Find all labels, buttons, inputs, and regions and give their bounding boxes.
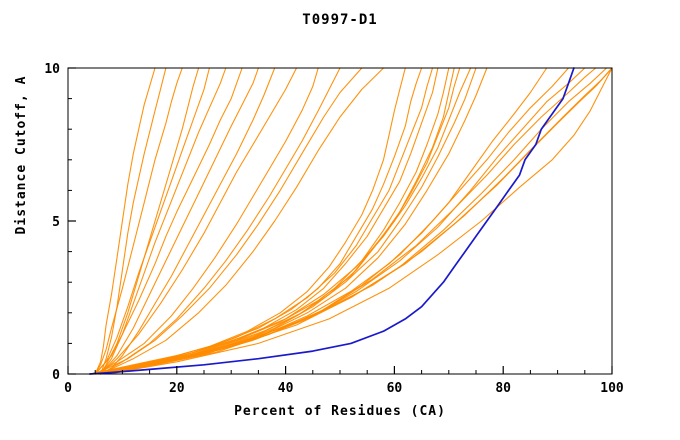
y-tick-label: 10 — [44, 62, 60, 77]
x-tick-label: 60 — [387, 381, 403, 396]
model-curve — [100, 67, 227, 375]
chart-title: T0997-D1 — [302, 12, 378, 28]
x-tick-label: 40 — [278, 381, 294, 396]
model-curve — [100, 67, 570, 375]
model-curve — [94, 67, 183, 375]
model-curve — [110, 67, 613, 375]
model-curve — [89, 67, 423, 375]
model-curve — [100, 67, 613, 375]
x-tick-label: 20 — [169, 381, 185, 396]
model-curve — [100, 67, 385, 375]
plot-border — [67, 67, 613, 375]
x-axis-label: Percent of Residues (CA) — [234, 404, 446, 419]
y-tick-label: 0 — [52, 368, 60, 383]
model-curve — [100, 67, 597, 375]
model-curve — [100, 67, 167, 375]
y-axis-label: Distance Cutoff, A — [14, 75, 29, 235]
model-curve — [105, 67, 613, 375]
model-curve — [100, 67, 298, 375]
model-curve — [105, 67, 608, 375]
model-curve — [94, 67, 156, 375]
model-curve — [94, 67, 243, 375]
model-curve — [100, 67, 259, 375]
y-tick-label: 5 — [52, 215, 60, 230]
model-curve — [100, 67, 200, 375]
model-curve — [94, 67, 210, 375]
x-tick-label: 80 — [495, 381, 511, 396]
x-tick-label: 100 — [600, 381, 624, 396]
x-tick-label: 0 — [64, 381, 72, 396]
model-curve — [94, 67, 363, 375]
model-curve — [94, 67, 319, 375]
model-curve — [105, 67, 276, 375]
model-curve — [100, 67, 472, 375]
best-model-curve — [88, 67, 575, 375]
